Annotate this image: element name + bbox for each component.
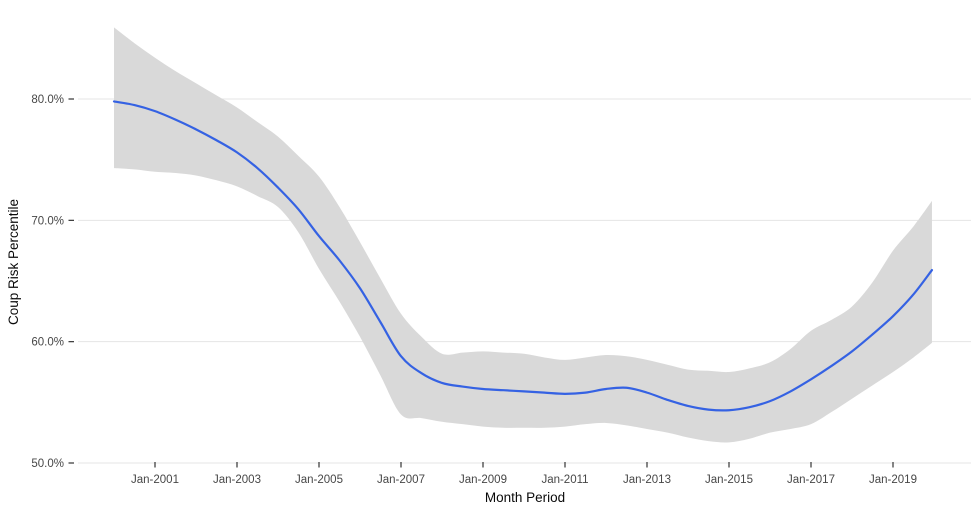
confidence-ribbon-area [114, 27, 932, 443]
axis-tick-marks [68, 98, 894, 468]
confidence-ribbon [114, 27, 932, 443]
x-tick-label: Jan-2007 [377, 474, 425, 486]
x-tick-label: Jan-2003 [213, 474, 261, 486]
x-tick-label: Jan-2013 [623, 474, 671, 486]
axis-tick-labels: Jan-2001 Jan-2003 Jan-2005 Jan-2007 Jan-2009… [31, 94, 917, 486]
x-tick-label: Jan-2005 [295, 474, 343, 486]
y-tick-label: 50.0% [31, 458, 64, 470]
y-tick-label: 80.0% [31, 94, 64, 106]
trend-line [112, 100, 934, 412]
x-tick-label: Jan-2011 [541, 474, 588, 486]
x-tick-label: Jan-2009 [459, 474, 507, 486]
x-tick-label: Jan-2015 [705, 474, 753, 486]
smoothed-risk-line [112, 100, 934, 412]
x-axis-title: Month Period [485, 490, 565, 505]
x-tick-label: Jan-2017 [787, 474, 835, 486]
y-tick-label: 70.0% [31, 215, 64, 227]
x-tick-label: Jan-2019 [869, 474, 917, 486]
y-tick-label: 60.0% [31, 337, 64, 349]
x-tick-label: Jan-2001 [131, 474, 179, 486]
y-axis-title: Coup Risk Percentile [6, 199, 21, 325]
